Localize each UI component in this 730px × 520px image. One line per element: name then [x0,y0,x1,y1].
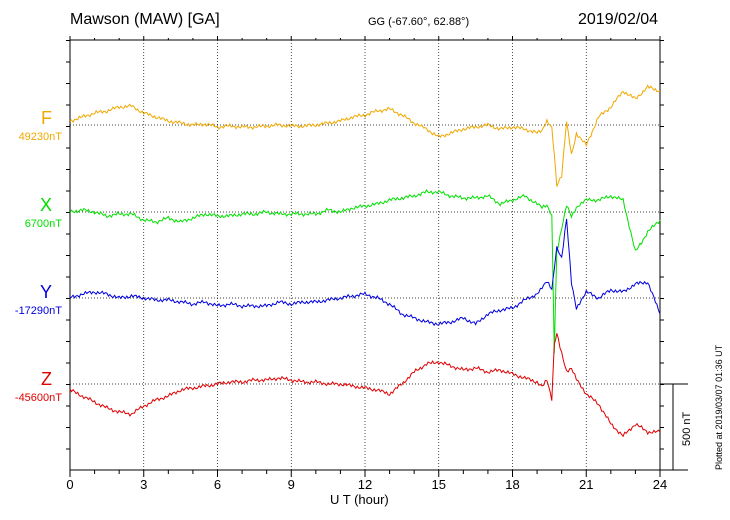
label-x: X [39,195,52,215]
plotted-timestamp: Plotted at 2019/03/07 01:36 UT [714,344,724,470]
series-line-f [69,84,661,187]
series-line-x [69,189,661,354]
x-tick-label: 3 [140,477,147,492]
x-tick-label: 15 [432,477,446,492]
x-tick-label: 18 [505,477,519,492]
label-z: Z [41,369,52,389]
x-tick-label: 21 [579,477,593,492]
x-tick-label: 6 [214,477,221,492]
base-x: 6700nT [24,218,62,230]
label-y: Y [39,282,52,302]
base-z: -45600nT [14,392,62,404]
x-axis-label: U T (hour) [330,492,389,507]
x-tick-label: 12 [358,477,372,492]
base-f: 49230nT [18,131,62,143]
series-line-z [69,333,661,438]
scale-bar-label: 500 nT [681,411,693,446]
x-tick-label: 0 [66,477,73,492]
base-y: -17290nT [14,305,62,317]
plot-frame [69,39,661,471]
station-coordinates: GG (-67.60°, 62.88°) [368,16,470,28]
x-tick-label: 24 [653,477,667,492]
label-f: F [41,108,52,128]
series-line-y [69,218,661,327]
station-title: Mawson (MAW) [GA] [70,11,220,28]
plot-date: 2019/02/04 [578,11,659,28]
x-tick-label: 9 [288,477,295,492]
